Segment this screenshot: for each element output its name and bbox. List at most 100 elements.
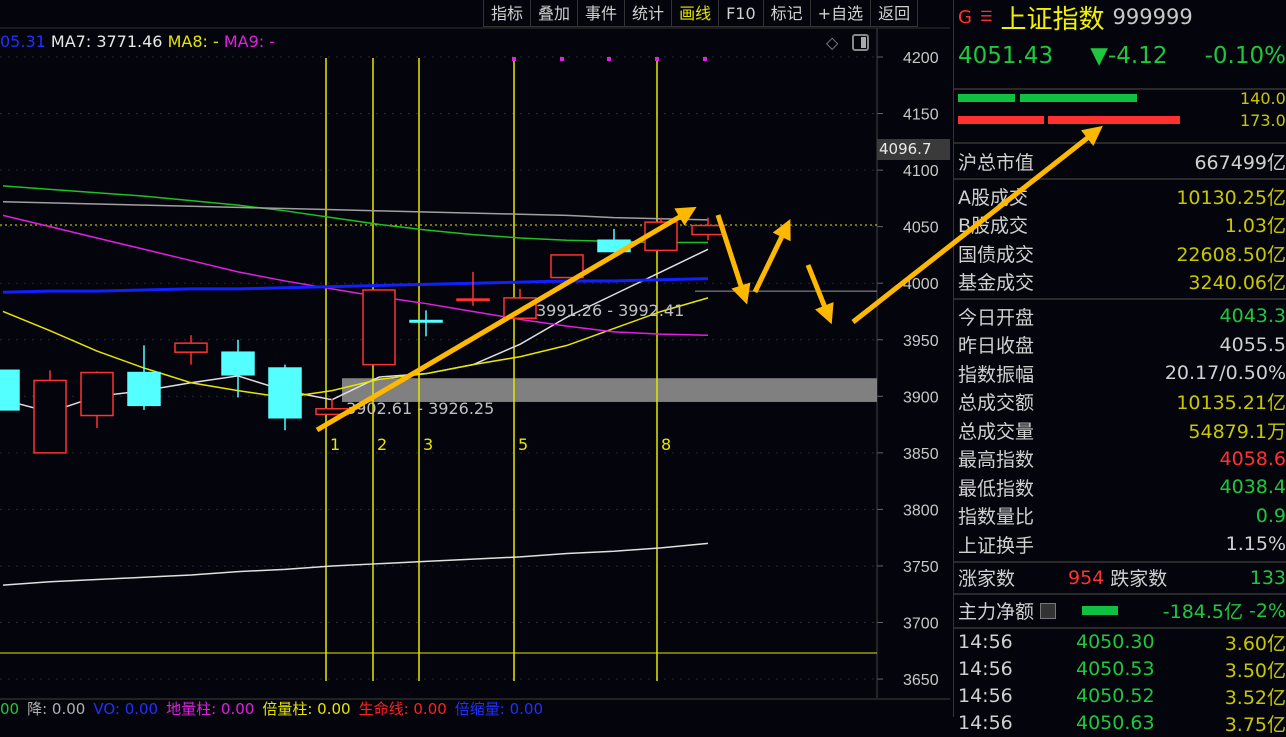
stat-label: 指数振幅	[958, 363, 1035, 386]
toolbar-button-1[interactable]: 叠加	[531, 0, 579, 26]
stat-row: 总成交额 10135.21亿	[954, 388, 1286, 417]
stat-row: 上证换手 1.15%	[954, 530, 1286, 559]
indicator-bar: 00 降: 0.00 VO: 0.00 地量柱: 0.00 倍量柱: 0.00 生命线: …	[0, 698, 950, 718]
stat-value: 4043.3	[1219, 305, 1286, 328]
candle	[503, 297, 537, 320]
net-flow-bar	[1082, 606, 1119, 615]
fall-count: 133	[1249, 566, 1286, 589]
current-price: 4051.43	[958, 43, 1054, 69]
axis-label: 3700	[903, 616, 939, 633]
toolbar-button-8[interactable]: 返回	[871, 0, 919, 26]
stat-row: 最高指数 4058.6	[954, 445, 1286, 474]
indicator-value: 生命线: 0.00	[358, 700, 447, 718]
cycle-label: 1	[330, 435, 340, 454]
diamond-icon[interactable]: ◇	[826, 33, 839, 52]
toolbar-button-4[interactable]: 画线	[672, 0, 720, 26]
sell-bar-value: 173.0	[1240, 111, 1286, 130]
stat-value: 4058.6	[1219, 447, 1286, 470]
menu-icon[interactable]: ☰	[979, 9, 993, 25]
tick-price: 4050.63	[1076, 712, 1155, 734]
price-change: ▼-4.12	[1090, 43, 1168, 69]
toolbar-button-2[interactable]: 事件	[578, 0, 626, 26]
stock-name: 上证指数	[1000, 4, 1105, 35]
quote-panel: G ☰ 上证指数 999999 4051.43 ▼-4.12 -0.10% 14…	[953, 0, 1286, 736]
toolbar-button-0[interactable]: 指标	[484, 0, 532, 26]
stat-value: 20.17/0.50%	[1164, 362, 1286, 385]
chart-toolbar: 指标 叠加 事件 统计 画线 F10 标记 +自选 返回	[483, 0, 919, 27]
axis-label: 3950	[903, 333, 939, 350]
stat-label: 上证换手	[958, 534, 1035, 557]
list-icon[interactable]	[1040, 602, 1057, 619]
stat-value: 10135.21亿	[1176, 392, 1286, 415]
rise-count-label: 涨家数	[958, 568, 1016, 590]
indicator-value: VO: 0.00	[93, 700, 159, 718]
candle	[597, 239, 631, 253]
tick-volume: 3.75亿	[1224, 713, 1286, 736]
stat-label: 今日开盘	[958, 306, 1035, 329]
net-flow-pct: -2%	[1249, 599, 1286, 622]
marker-dot	[655, 57, 659, 61]
toolbar-button-6[interactable]: 标记	[764, 0, 811, 26]
stat-row: 基金成交 3240.06亿	[954, 268, 1286, 297]
tick-price: 4050.30	[1076, 631, 1155, 653]
net-flow-value: -184.5亿	[1162, 601, 1243, 623]
axis-label: 4000	[903, 276, 939, 293]
stat-label: 指数量比	[958, 506, 1035, 529]
stat-label: B股成交	[958, 215, 1029, 238]
stat-row: 国债成交 22608.50亿	[954, 239, 1286, 268]
stat-row: 指数振幅 20.17/0.50%	[954, 359, 1286, 388]
toolbar-button-5[interactable]: F10	[719, 0, 764, 26]
cycle-label: 5	[518, 435, 528, 454]
tick-time: 14:56	[958, 712, 1013, 734]
marker-dot	[607, 57, 611, 61]
stat-value: 4038.4	[1219, 476, 1286, 499]
candle	[315, 407, 349, 416]
tick-price: 4050.53	[1076, 658, 1155, 680]
panel-toggle-icon[interactable]	[852, 34, 869, 51]
tick-row: 14:56 4050.30 3.60亿	[954, 629, 1286, 656]
axis-label: 3900	[903, 389, 939, 406]
indicator-value: 倍量柱: 0.00	[262, 700, 351, 718]
stat-row: 指数量比 0.9	[954, 502, 1286, 531]
kline-chart[interactable]: 4200 4150 4100 4050 4000 3950 3900 3850 3800 3750…	[0, 0, 950, 698]
stat-value: 4055.5	[1219, 333, 1286, 356]
market-cap-value: 667499亿	[1194, 151, 1286, 174]
cycle-label: 3	[423, 435, 433, 454]
toolbar-button-7[interactable]: +自选	[811, 0, 872, 26]
indicator-value: 倍缩量: 0.00	[454, 700, 544, 718]
ma8-value: MA8: -	[167, 32, 219, 51]
candle	[362, 289, 396, 366]
stat-label: 昨日收盘	[958, 335, 1035, 358]
candle	[127, 371, 161, 407]
candle	[409, 319, 443, 323]
ma6-value: 05.31	[0, 32, 46, 51]
tick-volume: 3.52亿	[1224, 686, 1286, 709]
candle	[0, 369, 20, 411]
tick-row: 14:56 4050.63 3.75亿	[954, 710, 1286, 737]
tick-row: 14:56 4050.52 3.52亿	[954, 683, 1286, 710]
stat-value: 0.9	[1255, 504, 1286, 527]
candle	[550, 254, 584, 279]
market-cap-label: 沪总市值	[958, 151, 1035, 174]
tick-time: 14:56	[958, 658, 1013, 680]
ma7-value: MA7: 3771.46	[50, 32, 163, 51]
stat-value: 3240.06亿	[1188, 272, 1286, 295]
stat-row: 今日开盘 4043.3	[954, 302, 1286, 331]
buy-bar-value: 140.0	[1240, 89, 1286, 108]
tick-price: 4050.52	[1076, 685, 1155, 707]
stat-value: 54879.1万	[1188, 420, 1286, 443]
tick-time: 14:56	[958, 685, 1013, 707]
fall-count-label: 跌家数	[1110, 568, 1168, 590]
cursor-price-label: 4096.7	[877, 139, 950, 160]
rise-count: 954	[1068, 566, 1105, 589]
stat-value: 22608.50亿	[1176, 243, 1286, 266]
stat-value: 1.03亿	[1224, 215, 1286, 238]
cycle-label: 8	[661, 435, 671, 454]
stat-label: 最低指数	[958, 477, 1035, 500]
ma-line	[2, 542, 709, 586]
axis-label: 4100	[903, 163, 939, 180]
ma-line	[2, 277, 709, 294]
candle	[644, 221, 678, 252]
toolbar-button-3[interactable]: 统计	[625, 0, 673, 26]
stat-row: A股成交 10130.25亿	[954, 182, 1286, 211]
